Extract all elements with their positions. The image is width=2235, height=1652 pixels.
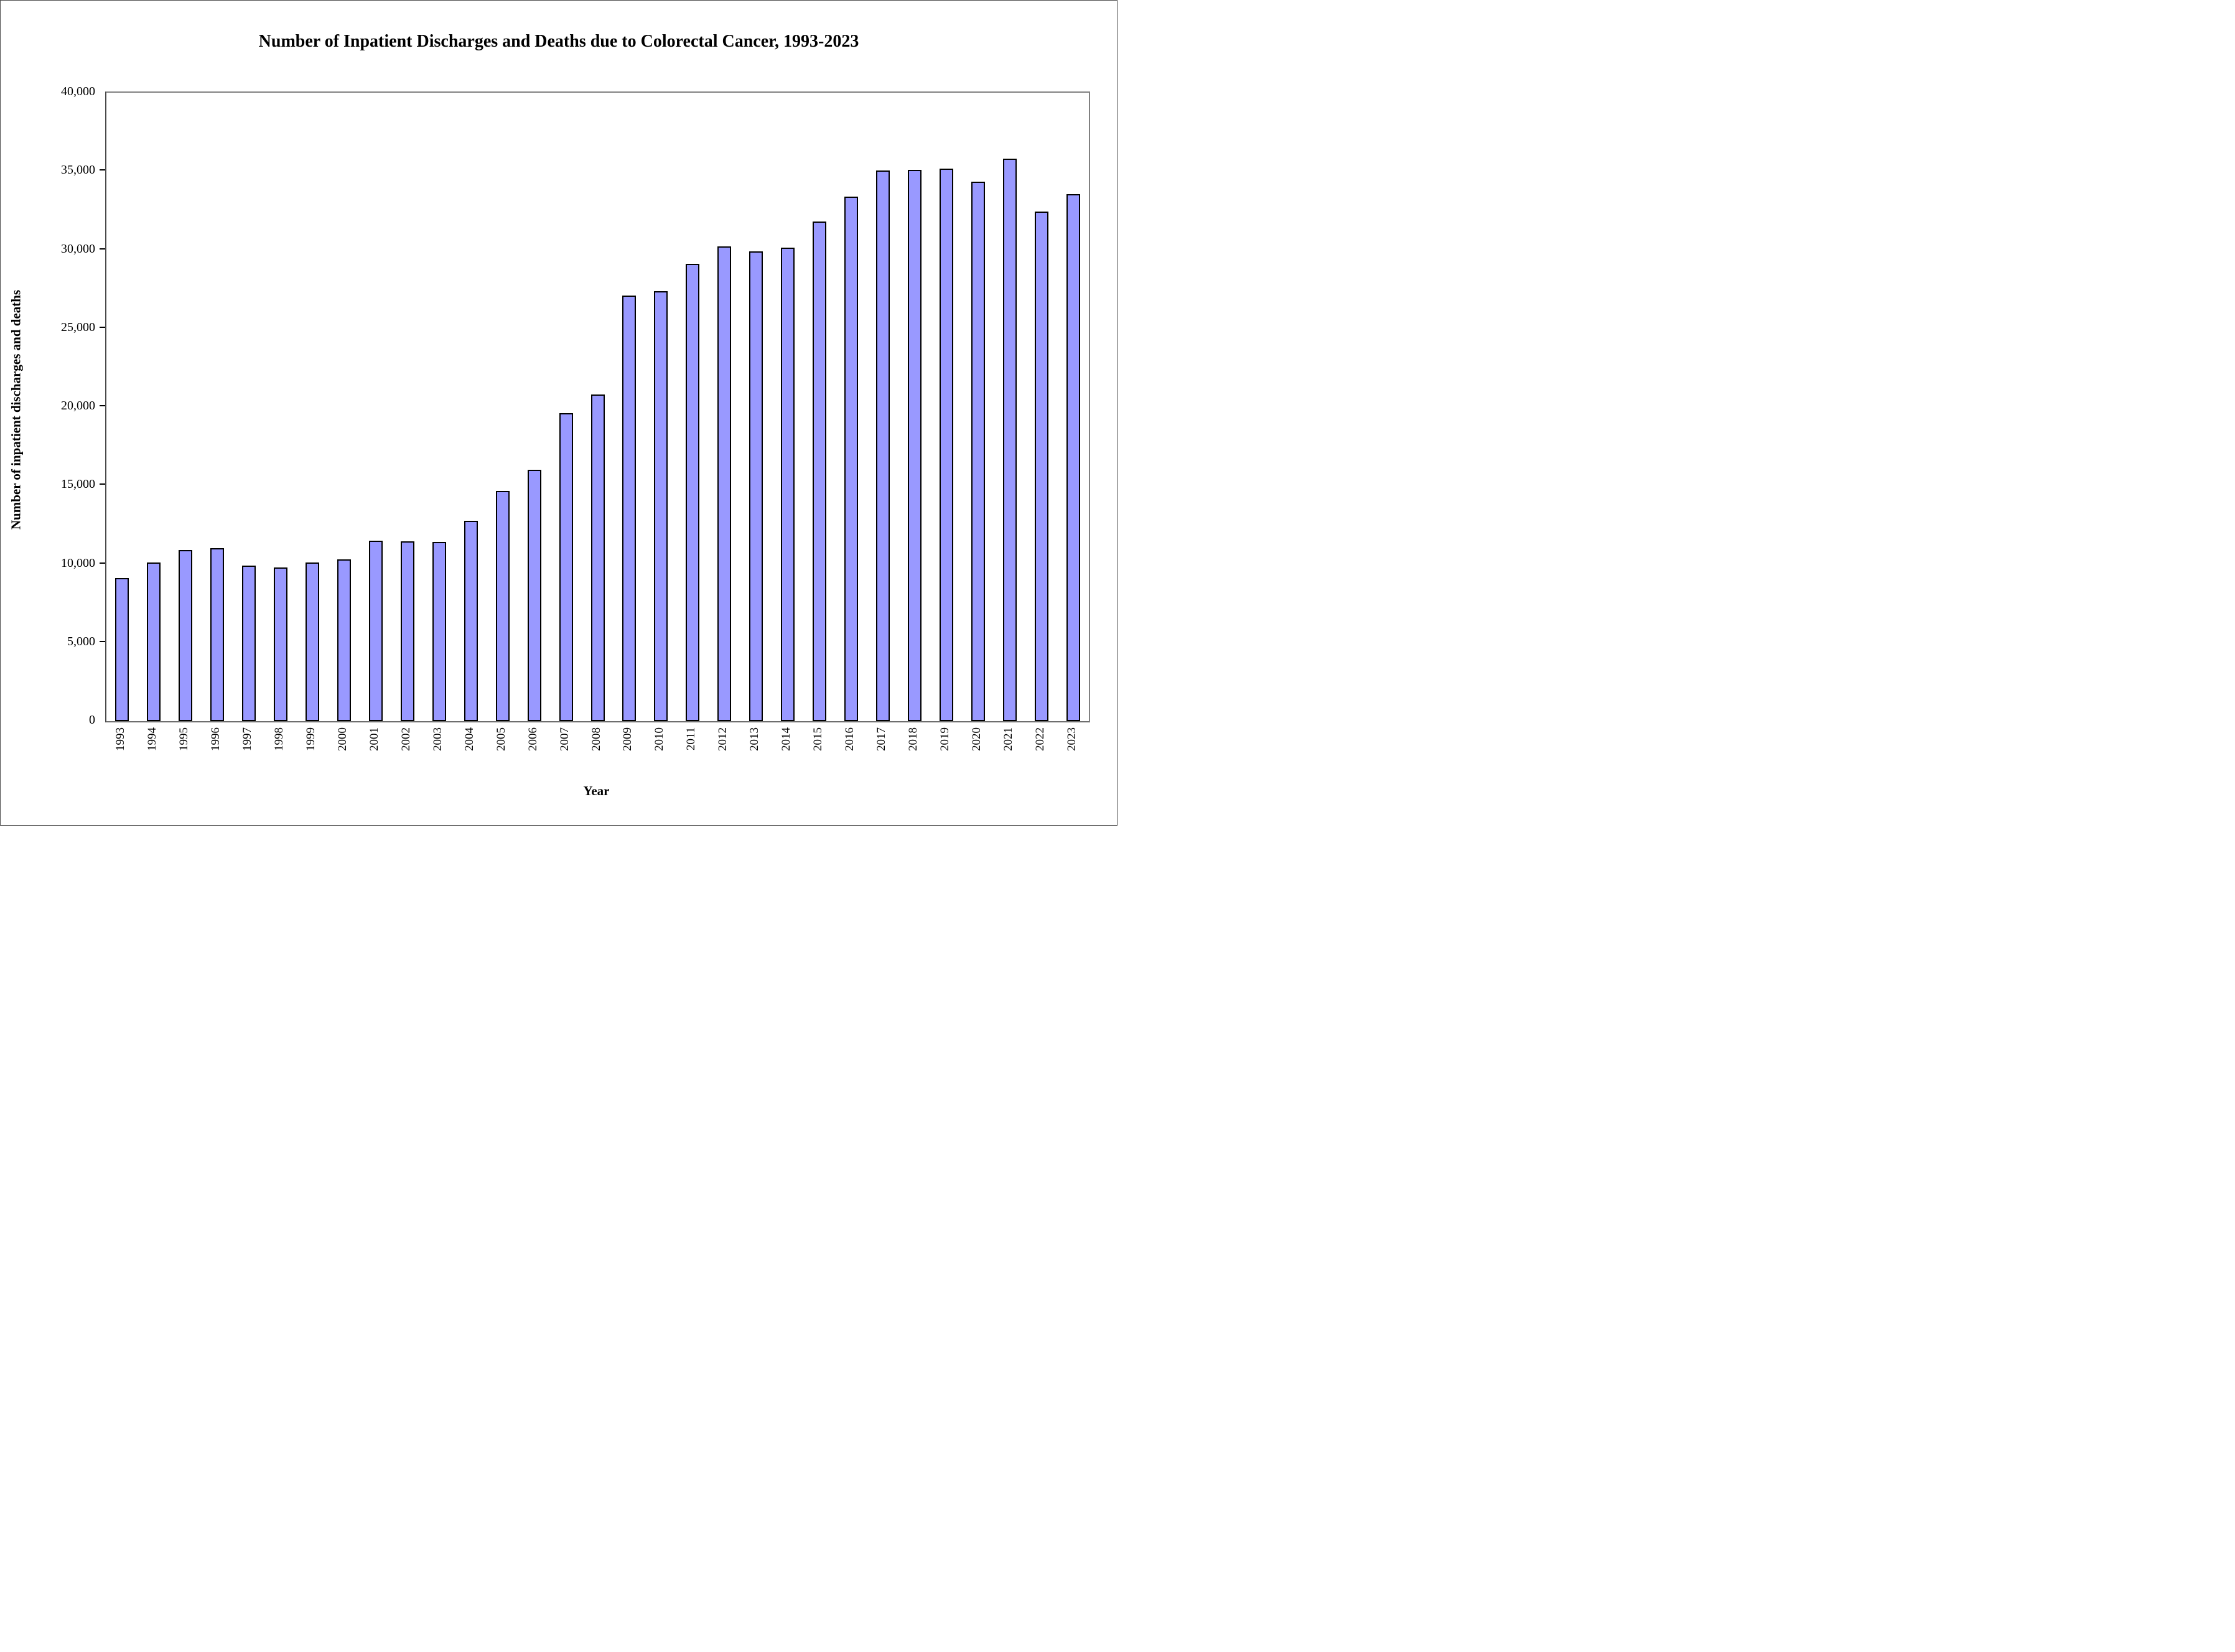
x-tick-label: 2008: [589, 727, 603, 751]
x-tick-label: 2013: [748, 727, 762, 751]
x-tick-label: 1995: [177, 727, 191, 751]
x-tick-label: 2007: [558, 727, 571, 751]
x-tick-label: 2023: [1065, 727, 1078, 751]
bar-2013: [749, 251, 763, 721]
bar-2006: [527, 470, 541, 721]
x-tick-label: 2003: [431, 727, 444, 751]
y-axis-tick: [100, 405, 105, 406]
x-tick-label: 2012: [716, 727, 730, 751]
bar-2007: [559, 413, 573, 721]
x-tick-label: 2011: [684, 727, 698, 751]
bar-chart-figure: Number of Inpatient Discharges and Death…: [0, 0, 1118, 826]
x-tick-label: 1993: [114, 727, 128, 751]
x-tick-label: 2004: [462, 727, 476, 751]
bar-1993: [115, 578, 129, 721]
x-tick-label: 2015: [811, 727, 825, 751]
x-tick-label: 2020: [969, 727, 983, 751]
bar-2014: [781, 247, 795, 721]
x-tick-label: 2021: [1001, 727, 1015, 751]
bar-2023: [1066, 194, 1080, 721]
x-tick-label: 2017: [874, 727, 888, 751]
x-tick-label: 1998: [273, 727, 286, 751]
bar-2001: [368, 540, 383, 721]
bar-2000: [337, 559, 352, 721]
y-axis-tick: [100, 169, 105, 171]
y-tick-label: 0: [89, 713, 95, 727]
x-tick-label: 2010: [653, 727, 666, 751]
x-tick-label: 2005: [494, 727, 508, 751]
bar-2003: [432, 542, 446, 721]
y-tick-label: 30,000: [61, 241, 95, 256]
x-tick-label: 2022: [1033, 727, 1047, 751]
y-tick-label: 40,000: [61, 85, 95, 98]
y-axis-tick: [100, 640, 105, 642]
bar-1995: [179, 549, 193, 721]
x-tick-label: 2006: [526, 727, 539, 751]
bar-2002: [400, 541, 414, 721]
x-tick-label: 2014: [780, 727, 793, 751]
bar-2015: [813, 222, 827, 721]
bar-2004: [464, 521, 478, 721]
bar-2011: [686, 264, 700, 721]
bar-2010: [654, 291, 668, 721]
bar-2016: [844, 196, 858, 721]
bar-1998: [274, 567, 288, 721]
bar-2019: [939, 169, 953, 721]
y-axis-tick: [100, 483, 105, 485]
x-tick-label: 1994: [146, 727, 159, 751]
bar-2012: [717, 246, 732, 721]
bar-1996: [210, 548, 225, 721]
x-tick-label: 2002: [399, 727, 413, 751]
bar-1999: [306, 562, 320, 721]
y-axis-tick: [100, 562, 105, 564]
bar-2018: [907, 169, 922, 721]
y-tick-label: 10,000: [61, 556, 95, 570]
y-tick-label: 20,000: [61, 399, 95, 413]
x-tick-label: 2001: [367, 727, 381, 751]
y-tick-label: 35,000: [61, 163, 95, 177]
bar-2008: [590, 394, 605, 721]
y-axis-tick: [100, 326, 105, 328]
x-tick-label: 1996: [209, 727, 223, 751]
y-tick-label: 5,000: [67, 634, 95, 648]
bar-2009: [622, 295, 637, 721]
plot-area: [105, 91, 1090, 722]
bar-2005: [495, 491, 510, 721]
bar-1997: [242, 566, 256, 721]
x-tick-label: 2000: [336, 727, 350, 751]
bar-2021: [1002, 159, 1017, 721]
x-tick-label: 2019: [938, 727, 951, 751]
bar-2017: [875, 170, 890, 721]
chart-title: Number of Inpatient Discharges and Death…: [258, 32, 859, 51]
x-tick-label: 2009: [621, 727, 635, 751]
x-axis-title: Year: [583, 783, 610, 798]
bar-1994: [147, 562, 161, 721]
y-tick-label: 25,000: [61, 320, 95, 334]
x-tick-label: 2018: [906, 727, 920, 751]
y-axis-tick: [100, 248, 105, 250]
bar-2022: [1034, 211, 1048, 721]
x-tick-label: 1997: [241, 727, 254, 751]
y-tick-label: 15,000: [61, 477, 95, 492]
x-tick-label: 1999: [304, 727, 318, 751]
bar-2020: [971, 181, 985, 721]
x-tick-label: 2016: [842, 727, 856, 751]
